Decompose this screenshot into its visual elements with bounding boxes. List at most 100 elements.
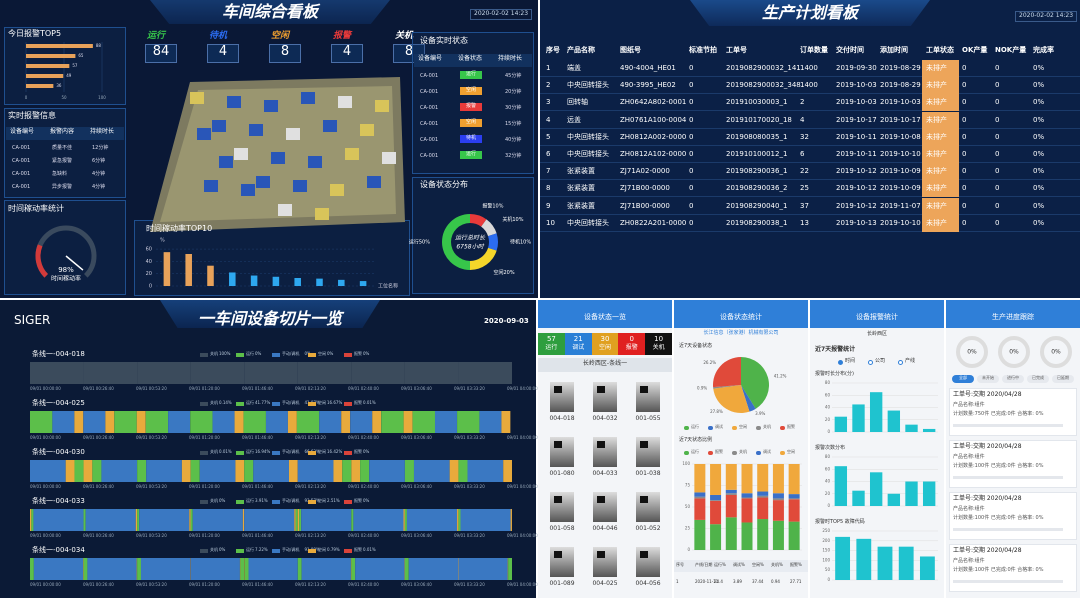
table-cell: 0 — [962, 64, 967, 72]
time-label: 09/01 02:13:20 — [295, 484, 326, 489]
panel-title: 实时报警信息 — [8, 111, 56, 120]
table-cell: 张紧装置 — [567, 201, 595, 210]
legend-swatch — [236, 500, 244, 504]
table-cell: 回转轴 — [567, 98, 588, 107]
status-badge: 运行 — [460, 71, 482, 79]
table-cell: 0% — [1033, 132, 1045, 141]
time-label: 09/01 04:00:00 — [507, 435, 538, 440]
table-cell: 25 — [800, 184, 809, 193]
state-segment — [168, 411, 191, 433]
stack-segment — [710, 500, 722, 501]
table-header: OK产量 — [962, 46, 988, 54]
state-segment — [85, 509, 136, 531]
table-cell: 0 — [995, 81, 1000, 90]
count-label: 空闲 — [598, 344, 611, 351]
legend-label: 手动/调机 — [282, 400, 300, 405]
machine-screen — [640, 496, 648, 503]
state-segment — [235, 460, 245, 482]
gauge-danger — [35, 244, 49, 278]
table-header: 图纸号 — [620, 46, 641, 54]
state-segment — [87, 558, 137, 580]
state-segment — [301, 509, 352, 531]
table-row-line — [540, 230, 1080, 232]
table-cell: 32 — [800, 132, 809, 141]
legend-label: 报警 — [715, 449, 723, 454]
bar — [887, 410, 901, 432]
legend-label: 运行 — [691, 449, 699, 454]
time-label: 09/01 01:20:00 — [189, 582, 220, 587]
tab-pill — [1027, 375, 1049, 383]
table-cell: 0 — [689, 64, 694, 72]
status-label: 空闲 — [271, 31, 290, 41]
brand: SIGER — [14, 313, 51, 327]
status-cell-bg — [922, 111, 959, 129]
y-tick-label: 40 — [825, 479, 831, 484]
table-cell: 20分钟 — [505, 89, 522, 95]
status-label: 待机 — [209, 31, 228, 41]
legend-swatch — [200, 402, 208, 406]
table-cell: 2020-11-11 — [695, 579, 719, 584]
stack-segment — [741, 522, 753, 550]
table-cell: 2019082900032_348 — [726, 81, 801, 90]
state-segment — [333, 460, 343, 482]
table-row-line — [540, 144, 1080, 146]
table-header: 标准节拍 — [689, 46, 717, 54]
y-tick-label: 75 — [685, 483, 691, 488]
time-label: 09/01 03:33:20 — [454, 533, 485, 538]
tab-label: 长岭西区-条线一 — [582, 360, 628, 367]
legend-swatch — [308, 500, 316, 504]
table-header: 订单数量 — [800, 46, 828, 54]
table-cell: 0 — [995, 218, 1000, 227]
tab-pill — [952, 375, 974, 383]
table-cell: 2019-10-12 — [836, 167, 877, 176]
table-cell: 2019-10-03 — [880, 98, 921, 107]
state-segment — [381, 411, 404, 433]
legend-label: 关机 — [210, 498, 218, 503]
table-header: 设备编号 — [10, 128, 35, 135]
legend-label: 调试 — [763, 449, 771, 454]
legend-label: 关机 — [739, 449, 747, 454]
machine — [315, 208, 329, 220]
donut-slice — [488, 233, 498, 251]
machine — [360, 124, 374, 136]
table-cell: ZH0822A201-0000 — [620, 218, 687, 227]
phone-status-bar — [674, 300, 808, 308]
legend-label: 空闲 — [318, 498, 326, 503]
state-segment — [353, 509, 404, 531]
table-cell: 201910170020_18 — [726, 115, 792, 124]
table-cell: 2019-10-11 — [836, 150, 877, 158]
legend-label: 运行 — [691, 424, 699, 429]
stack-segment — [725, 494, 737, 518]
state-segment — [350, 411, 373, 433]
legend-swatch — [344, 353, 352, 357]
legend-value: 0.79% — [327, 547, 340, 552]
bar — [185, 254, 192, 286]
state-segment — [434, 411, 457, 433]
state-segment — [404, 558, 409, 580]
row-name: 条线一-004-033 — [32, 497, 85, 505]
state-segment — [294, 509, 296, 531]
bar — [922, 481, 936, 506]
table-cell: CA-001 — [420, 73, 439, 79]
bar — [294, 278, 301, 286]
state-segment — [288, 460, 298, 482]
tab-label: 已完成 — [1032, 375, 1044, 380]
panel-title: 设备状态分布 — [420, 180, 468, 189]
table-cell: 4 — [546, 115, 551, 124]
card-plan: 计划数量:100件 已完成:0件 合格率: 0% — [953, 567, 1044, 573]
time-label: 09/01 04:00:00 — [507, 484, 538, 489]
table-cell: 2019-09-30 — [836, 64, 877, 72]
table-cell: 9 — [546, 201, 551, 210]
state-segment — [137, 509, 140, 531]
state-segment — [243, 411, 266, 433]
legend-value: 0.14% — [219, 400, 232, 405]
bar — [869, 472, 883, 506]
table-cell: 未排产 — [926, 81, 947, 90]
legend-label: 报警 — [354, 351, 362, 356]
table-header: 调试% — [733, 562, 745, 567]
table-cell: 质量不佳 — [52, 145, 73, 151]
machine — [227, 96, 241, 108]
table-header: 运行% — [714, 562, 726, 567]
panel-frame — [4, 200, 126, 295]
